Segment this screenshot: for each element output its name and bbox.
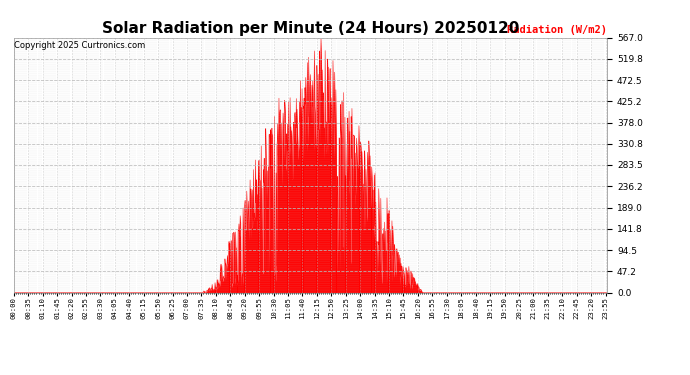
Text: Radiation (W/m2): Radiation (W/m2): [507, 25, 607, 35]
Text: Copyright 2025 Curtronics.com: Copyright 2025 Curtronics.com: [14, 41, 146, 50]
Title: Solar Radiation per Minute (24 Hours) 20250120: Solar Radiation per Minute (24 Hours) 20…: [102, 21, 519, 36]
